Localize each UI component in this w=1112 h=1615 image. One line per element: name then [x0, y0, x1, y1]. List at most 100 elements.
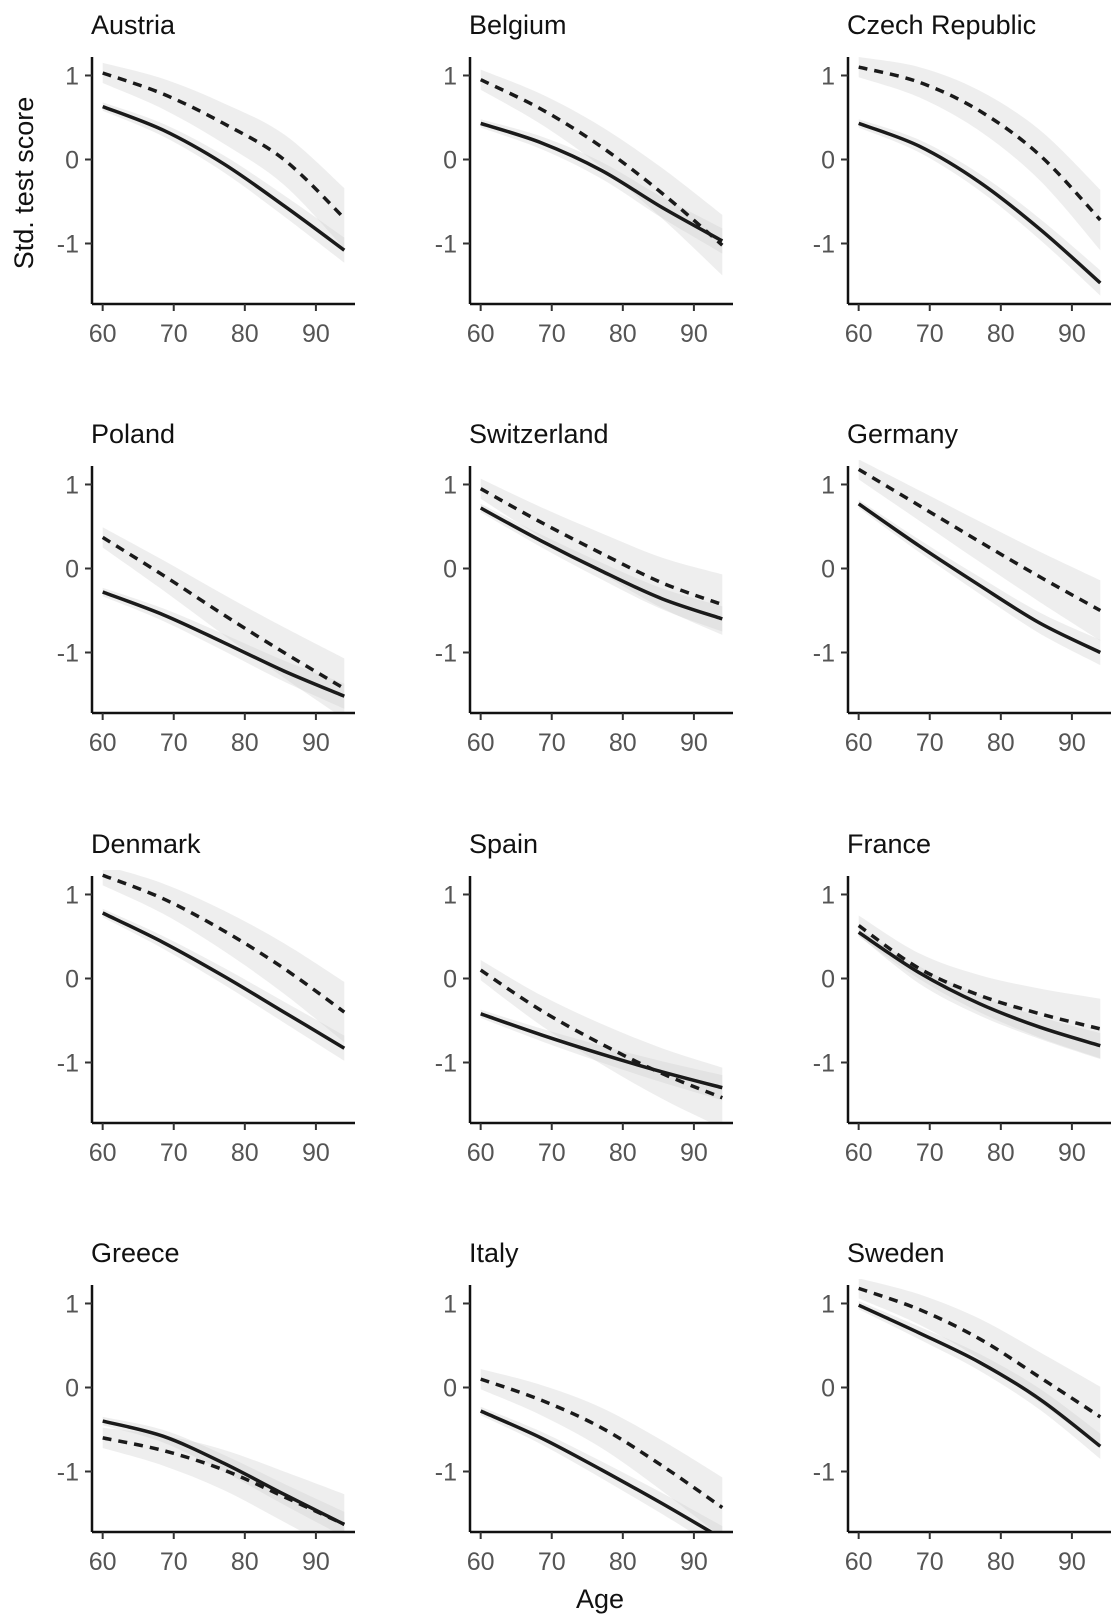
y-tick-label: 0: [65, 965, 79, 993]
confidence-band: [480, 1369, 723, 1532]
panel-data: [857, 915, 1101, 1060]
x-tick-label: 80: [987, 1548, 1015, 1576]
confidence-band: [102, 1416, 345, 1532]
panel-title: Spain: [469, 829, 538, 859]
confidence-band: [102, 102, 345, 263]
solid-series-line: [858, 121, 1102, 285]
y-tick-label: -1: [57, 231, 79, 259]
y-tick-label: 1: [65, 881, 79, 909]
panel-title: Sweden: [847, 1238, 945, 1268]
confidence-band: [480, 478, 723, 635]
confidence-band: [858, 119, 1101, 296]
confidence-band: [858, 1279, 1101, 1448]
x-tick-label: 80: [987, 1139, 1015, 1167]
x-tick-label: 70: [160, 1548, 188, 1576]
confidence-band: [858, 57, 1101, 251]
dashed-series-line: [102, 1436, 346, 1526]
panel: France 1 0 -1 60 70 80 90: [813, 829, 1111, 1167]
panel-data: [857, 1279, 1102, 1459]
panel-data: [857, 460, 1102, 666]
y-tick-label: 1: [65, 471, 79, 499]
y-tick-label: 0: [443, 1374, 457, 1402]
y-tick-label: -1: [435, 1459, 457, 1487]
confidence-band: [102, 1427, 345, 1532]
x-tick-label: 70: [160, 729, 188, 757]
y-tick-label: 1: [65, 1290, 79, 1318]
y-tick-label: -1: [813, 1050, 835, 1078]
panel: Spain 1 0 -1 60 70 80 90: [435, 829, 733, 1167]
y-tick-label: 0: [65, 1374, 79, 1402]
x-tick-label: 70: [538, 320, 566, 348]
dashed-series-line: [102, 71, 346, 220]
panel-title: Italy: [469, 1238, 519, 1268]
confidence-band: [102, 587, 345, 709]
confidence-band: [858, 915, 1101, 1060]
y-tick-label: 1: [821, 881, 835, 909]
y-tick-label: 0: [821, 555, 835, 583]
y-axis-title: Std. test score: [9, 97, 39, 270]
x-tick-label: 60: [845, 1139, 873, 1167]
x-tick-label: 90: [1058, 320, 1086, 348]
y-tick-label: 1: [443, 1290, 457, 1318]
x-tick-label: 60: [89, 1139, 117, 1167]
y-tick-label: -1: [813, 1459, 835, 1487]
panel-data: [102, 62, 346, 263]
x-tick-label: 80: [609, 320, 637, 348]
y-tick-label: -1: [435, 640, 457, 668]
panel-data: [479, 1369, 724, 1532]
panel-data: [479, 69, 724, 276]
x-tick-label: 60: [467, 1139, 495, 1167]
confidence-band: [480, 960, 723, 1123]
panel-data: [479, 478, 723, 635]
panel-title: Belgium: [469, 10, 567, 40]
x-tick-label: 90: [680, 1139, 708, 1167]
y-tick-label: 1: [443, 62, 457, 90]
dashed-series-line: [858, 65, 1102, 222]
y-tick-label: 1: [821, 471, 835, 499]
x-tick-label: 70: [160, 320, 188, 348]
panel-title: France: [847, 829, 931, 859]
x-tick-label: 90: [680, 1548, 708, 1576]
panel-title: Denmark: [91, 829, 201, 859]
x-tick-label: 70: [538, 1548, 566, 1576]
solid-series-line: [101, 911, 346, 1050]
x-tick-label: 60: [467, 320, 495, 348]
solid-series-line: [479, 1409, 715, 1532]
y-tick-label: 0: [821, 146, 835, 174]
y-tick-label: 1: [443, 471, 457, 499]
y-tick-label: 0: [443, 555, 457, 583]
panel: Germany 1 0 -1 60 70 80 90: [813, 419, 1111, 757]
panel: Austria 1 0 -1 60 70 80 90: [57, 10, 355, 348]
confidence-band: [102, 870, 345, 1043]
panel-data: [101, 527, 346, 713]
x-tick-label: 70: [538, 1139, 566, 1167]
confidence-band: [858, 460, 1101, 641]
x-tick-label: 80: [609, 1139, 637, 1167]
x-tick-label: 90: [680, 729, 708, 757]
x-tick-label: 90: [680, 320, 708, 348]
y-tick-label: 1: [65, 62, 79, 90]
panel-data: [479, 960, 723, 1123]
panel: Poland 1 0 -1 60 70 80 90: [57, 419, 355, 757]
y-tick-label: 0: [443, 146, 457, 174]
panel: Switzerland 1 0 -1 60 70 80 90: [435, 419, 733, 757]
x-tick-label: 90: [1058, 1548, 1086, 1576]
x-tick-label: 80: [987, 320, 1015, 348]
dashed-series-line: [479, 78, 724, 247]
panel: Denmark 1 0 -1 60 70 80 90: [57, 829, 355, 1167]
panel: Belgium 1 0 -1 60 70 80 90: [435, 10, 733, 348]
panel-title: Poland: [91, 419, 175, 449]
x-tick-label: 70: [916, 1139, 944, 1167]
x-tick-label: 80: [987, 729, 1015, 757]
x-tick-label: 80: [609, 1548, 637, 1576]
y-tick-label: -1: [813, 231, 835, 259]
dashed-series-line: [479, 487, 723, 607]
x-tick-label: 70: [916, 1548, 944, 1576]
x-axis-title: Age: [576, 1584, 624, 1614]
confidence-band: [480, 69, 723, 276]
solid-series-line: [479, 506, 723, 621]
y-tick-label: -1: [435, 1050, 457, 1078]
panel: Czech Republic 1 0 -1 60 70 80 90: [813, 10, 1111, 348]
